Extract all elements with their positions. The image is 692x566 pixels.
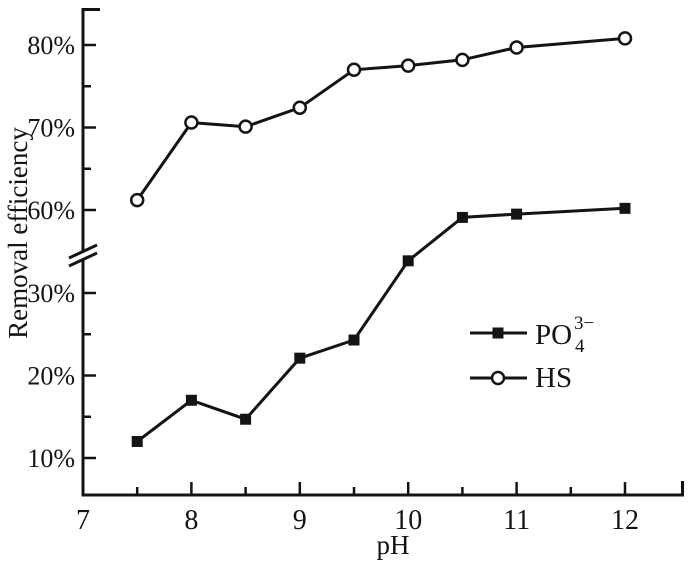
x-tick-label: 11 — [503, 505, 530, 536]
series-layer — [129, 31, 633, 447]
legend-marker-layer — [470, 327, 527, 386]
y-tick-label: 80% — [27, 31, 75, 60]
y-tick-label: 70% — [27, 114, 75, 143]
y-tick-label: 10% — [27, 444, 75, 473]
y-tick-label: 30% — [27, 279, 75, 308]
x-tick-label: 10 — [394, 505, 422, 536]
po4-marker — [294, 352, 306, 364]
legend-label-hs: HS — [535, 362, 572, 394]
po4-marker — [240, 413, 252, 425]
x-tick-label: 7 — [76, 505, 90, 536]
po4-marker — [131, 436, 143, 447]
hs-marker — [238, 119, 253, 134]
axis-break-slash — [68, 251, 98, 268]
po4-marker — [402, 255, 414, 267]
hs-marker — [400, 58, 416, 73]
x-tick-label: 12 — [611, 505, 639, 536]
hs-marker — [346, 62, 362, 77]
legend-label-po4-subscript: 4 — [575, 336, 585, 357]
po4-marker — [619, 202, 631, 214]
po4-marker — [185, 394, 197, 406]
hs-marker — [292, 100, 308, 115]
x-tick-label: 9 — [293, 505, 307, 536]
axis-break-slash — [68, 243, 98, 260]
hs-marker — [455, 52, 470, 68]
legend-hs-marker — [490, 370, 506, 386]
axes-layer: 7 8 9 10 11 12 10% 20% 30% 60% 70% 80% — [27, 8, 684, 536]
legend-label-po4: PO — [535, 319, 572, 351]
hs-marker — [617, 31, 633, 46]
legend-label-po4-superscript: 3− — [574, 313, 594, 334]
y-tick-label: 60% — [27, 196, 75, 225]
series-hs-line — [135, 36, 626, 201]
y-axis-title: Removal efficiency — [3, 127, 33, 339]
x-axis-title: pH — [377, 530, 410, 560]
legend-po4-marker — [492, 327, 504, 339]
po4-marker — [456, 211, 468, 223]
po4-marker — [348, 334, 360, 346]
hs-marker — [509, 40, 524, 55]
x-tick-label: 8 — [184, 505, 198, 536]
y-tick-label: 20% — [27, 362, 75, 391]
hs-marker — [184, 115, 199, 130]
hs-marker — [129, 192, 145, 208]
po4-marker — [511, 208, 523, 220]
